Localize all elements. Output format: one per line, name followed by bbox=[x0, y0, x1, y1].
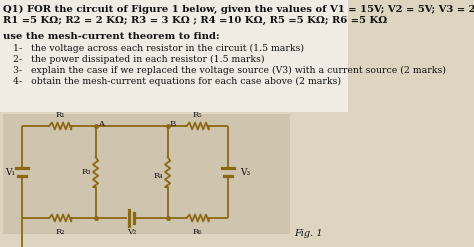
FancyBboxPatch shape bbox=[3, 114, 290, 234]
FancyBboxPatch shape bbox=[0, 0, 348, 112]
Text: V₃: V₃ bbox=[239, 167, 250, 177]
Text: A: A bbox=[98, 120, 104, 128]
Text: 3-   explain the case if we replaced the voltage source (V3) with a current sour: 3- explain the case if we replaced the v… bbox=[13, 66, 446, 75]
Text: Q1) FOR the circuit of Figure 1 below, given the values of V1 = 15V; V2 = 5V; V3: Q1) FOR the circuit of Figure 1 below, g… bbox=[3, 5, 474, 14]
Text: R₃: R₃ bbox=[81, 168, 91, 176]
Text: R₂: R₂ bbox=[55, 228, 65, 236]
Text: 4-   obtain the mesh-current equations for each case above (2 marks): 4- obtain the mesh-current equations for… bbox=[13, 77, 341, 86]
Text: V₁: V₁ bbox=[5, 167, 15, 177]
Text: use the mesh-current theorem to find:: use the mesh-current theorem to find: bbox=[3, 32, 219, 41]
Text: Fig. 1: Fig. 1 bbox=[294, 229, 323, 238]
Text: V₂: V₂ bbox=[127, 228, 136, 236]
Text: 1-   the voltage across each resistor in the circuit (1.5 marks): 1- the voltage across each resistor in t… bbox=[13, 44, 304, 53]
Text: R₁: R₁ bbox=[55, 111, 65, 119]
Text: R₆: R₆ bbox=[193, 228, 202, 236]
Text: R1 =5 KΩ; R2 = 2 KΩ; R3 = 3 KΩ ; R4 =10 KΩ, R5 =5 KΩ; R6 =5 KΩ: R1 =5 KΩ; R2 = 2 KΩ; R3 = 3 KΩ ; R4 =10 … bbox=[3, 16, 387, 25]
Text: R₄: R₄ bbox=[153, 172, 163, 180]
Text: B: B bbox=[170, 120, 176, 128]
Text: 2-   the power dissipated in each resistor (1.5 marks): 2- the power dissipated in each resistor… bbox=[13, 55, 265, 64]
Text: R₅: R₅ bbox=[193, 111, 202, 119]
